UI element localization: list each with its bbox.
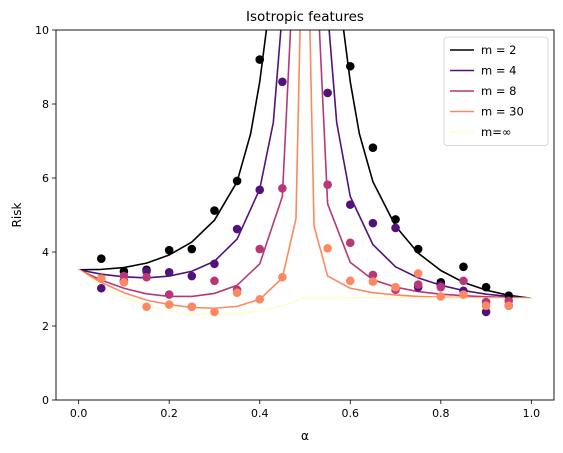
chart-title: Isotropic features <box>246 9 364 25</box>
data-point <box>210 276 219 286</box>
x-tick-label: 0.2 <box>160 407 178 420</box>
data-point <box>391 223 400 233</box>
data-point <box>232 176 242 186</box>
legend-frame <box>443 36 549 146</box>
series-line <box>78 30 532 300</box>
data-point <box>345 200 355 209</box>
x-axis-label: α <box>301 429 309 443</box>
y-axis-label: Risk <box>10 203 24 228</box>
data-point <box>278 77 287 87</box>
data-point <box>255 295 265 304</box>
data-point <box>142 266 151 276</box>
series-line <box>78 30 532 300</box>
data-point <box>345 238 355 248</box>
data-point <box>413 280 423 289</box>
x-tick-label: 0.6 <box>342 407 360 420</box>
data-point <box>164 245 174 255</box>
data-point <box>96 274 106 283</box>
data-point <box>413 269 423 278</box>
data-point <box>278 184 287 193</box>
data-point <box>210 206 219 215</box>
y-tick-label: 4 <box>42 246 49 259</box>
data-point <box>232 224 242 234</box>
data-point <box>187 271 197 281</box>
data-point <box>96 254 106 263</box>
data-point <box>255 185 265 195</box>
data-point <box>436 292 446 301</box>
x-tick-label: 1.0 <box>523 407 541 420</box>
x-tick-label: 0.8 <box>432 407 450 420</box>
data-point <box>504 301 514 310</box>
data-point <box>368 270 378 280</box>
data-point <box>164 268 174 277</box>
y-tick-label: 2 <box>42 320 49 333</box>
data-point <box>459 290 468 299</box>
data-point <box>459 262 468 272</box>
data-point <box>345 61 355 71</box>
legend-entry: m=∞ <box>481 125 511 139</box>
y-axis: 0 2 4 6 8 10 <box>35 24 56 407</box>
legend-entry: m = 30 <box>481 105 524 119</box>
data-point <box>368 277 378 286</box>
data-point <box>323 88 332 98</box>
data-point <box>413 244 423 254</box>
series-line <box>78 30 532 300</box>
data-point <box>232 288 242 298</box>
data-point <box>436 282 446 292</box>
series-line <box>78 269 532 316</box>
data-point <box>345 276 355 286</box>
legend-entry: m = 2 <box>481 43 516 57</box>
data-point <box>142 272 151 282</box>
data-point <box>368 218 378 228</box>
data-point <box>368 143 378 152</box>
data-point <box>96 283 106 293</box>
data-point <box>119 271 129 281</box>
y-tick-label: 8 <box>42 98 49 111</box>
data-point <box>323 180 332 189</box>
data-point <box>119 278 129 287</box>
legend: m = 2 m = 4 m = 8 m = 30 m=∞ <box>443 36 549 146</box>
legend-entry: m = 8 <box>481 84 516 98</box>
y-tick-label: 0 <box>42 394 49 407</box>
legend-entry: m = 4 <box>481 64 516 78</box>
data-point <box>210 259 219 269</box>
x-tick-label: 0.4 <box>251 407 269 420</box>
x-axis: 0.0 0.2 0.4 0.6 0.8 1.0 <box>70 400 540 420</box>
data-point <box>142 302 151 312</box>
data-point <box>164 290 174 299</box>
data-point <box>323 244 332 253</box>
data-point <box>210 307 219 317</box>
data-point <box>481 301 491 310</box>
data-point <box>255 55 265 64</box>
y-tick-label: 10 <box>35 24 49 37</box>
data-point <box>187 244 197 254</box>
data-point <box>391 282 400 292</box>
data-point <box>459 276 468 286</box>
data-point <box>164 300 174 309</box>
data-point <box>187 302 197 312</box>
data-point <box>278 272 287 282</box>
x-tick-label: 0.0 <box>70 407 88 420</box>
y-tick-label: 6 <box>42 172 49 185</box>
data-point <box>481 282 491 292</box>
data-point <box>481 307 491 317</box>
data-point <box>255 244 265 254</box>
data-point <box>391 215 400 224</box>
plot-frame <box>55 29 555 401</box>
